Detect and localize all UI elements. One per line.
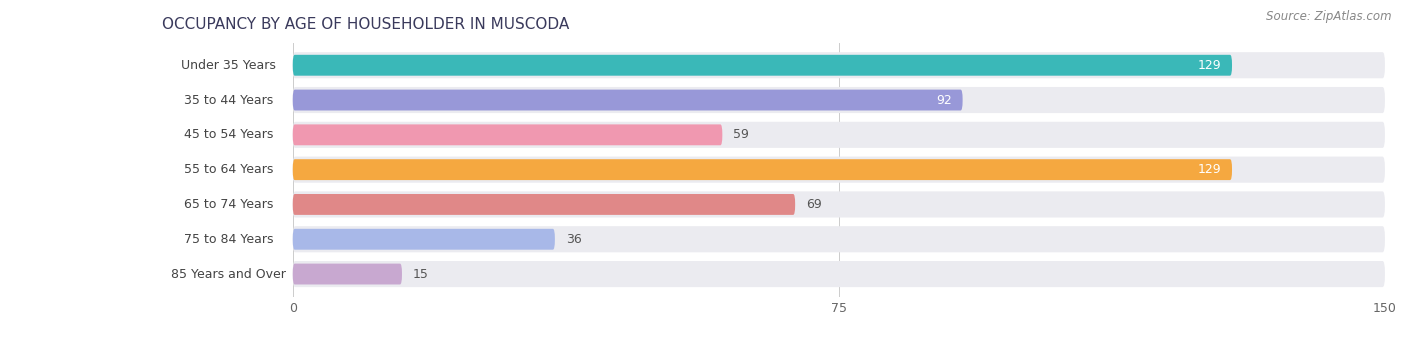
FancyBboxPatch shape (163, 159, 291, 180)
FancyBboxPatch shape (292, 226, 1385, 252)
Text: 15: 15 (413, 268, 429, 281)
FancyBboxPatch shape (292, 264, 402, 284)
FancyBboxPatch shape (292, 55, 1232, 76)
FancyBboxPatch shape (292, 261, 1385, 287)
FancyBboxPatch shape (292, 124, 723, 145)
Text: Source: ZipAtlas.com: Source: ZipAtlas.com (1267, 10, 1392, 23)
FancyBboxPatch shape (292, 229, 555, 250)
FancyBboxPatch shape (163, 124, 291, 146)
Text: OCCUPANCY BY AGE OF HOUSEHOLDER IN MUSCODA: OCCUPANCY BY AGE OF HOUSEHOLDER IN MUSCO… (162, 17, 569, 32)
FancyBboxPatch shape (292, 157, 1385, 183)
FancyBboxPatch shape (163, 194, 291, 215)
Text: 92: 92 (936, 93, 952, 106)
FancyBboxPatch shape (163, 228, 291, 250)
FancyBboxPatch shape (292, 90, 963, 110)
Text: 59: 59 (734, 128, 749, 142)
FancyBboxPatch shape (292, 52, 1385, 78)
Text: 85 Years and Over: 85 Years and Over (172, 268, 285, 281)
Text: 69: 69 (806, 198, 823, 211)
Text: 55 to 64 Years: 55 to 64 Years (184, 163, 273, 176)
FancyBboxPatch shape (292, 122, 1385, 148)
Text: 75 to 84 Years: 75 to 84 Years (184, 233, 273, 246)
Text: 129: 129 (1198, 59, 1220, 72)
Text: 45 to 54 Years: 45 to 54 Years (184, 128, 273, 142)
FancyBboxPatch shape (292, 159, 1232, 180)
FancyBboxPatch shape (292, 191, 1385, 218)
Text: 129: 129 (1198, 163, 1220, 176)
Text: Under 35 Years: Under 35 Years (181, 59, 276, 72)
FancyBboxPatch shape (163, 55, 291, 76)
FancyBboxPatch shape (163, 263, 291, 285)
Text: 36: 36 (565, 233, 582, 246)
Text: 35 to 44 Years: 35 to 44 Years (184, 93, 273, 106)
FancyBboxPatch shape (292, 87, 1385, 113)
FancyBboxPatch shape (163, 89, 291, 111)
Text: 65 to 74 Years: 65 to 74 Years (184, 198, 273, 211)
FancyBboxPatch shape (292, 194, 796, 215)
